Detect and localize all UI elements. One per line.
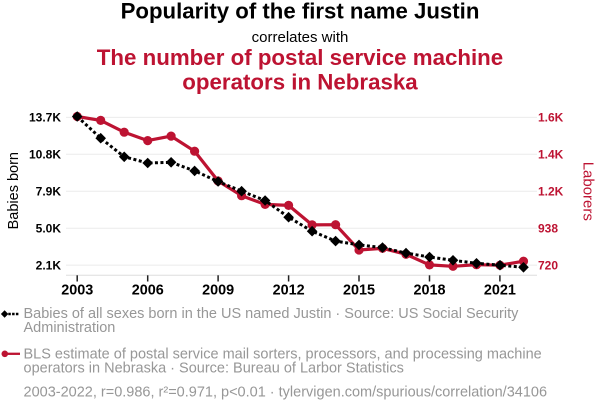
svg-text:2018: 2018 [413, 283, 445, 299]
svg-text:2021: 2021 [484, 283, 516, 299]
svg-text:5.0K: 5.0K [36, 222, 62, 236]
svg-text:Popularity of the first name J: Popularity of the first name Justin [121, 0, 480, 24]
svg-text:2003: 2003 [61, 283, 93, 299]
svg-text:1.6K: 1.6K [538, 111, 564, 125]
svg-text:10.8K: 10.8K [29, 148, 61, 162]
svg-text:2.1K: 2.1K [36, 258, 62, 272]
svg-text:720: 720 [538, 258, 558, 272]
svg-text:2006: 2006 [132, 283, 164, 299]
svg-text:Babies born: Babies born [6, 152, 22, 229]
svg-text:938: 938 [538, 222, 558, 236]
svg-text:7.9K: 7.9K [36, 185, 62, 199]
svg-text:operators in Nebraska · Source: operators in Nebraska · Source: Bureau o… [24, 361, 404, 377]
svg-text:13.7K: 13.7K [29, 111, 61, 125]
svg-text:Babies of all sexes born in th: Babies of all sexes born in the US named… [24, 306, 520, 322]
svg-text:BLS estimate of postal service: BLS estimate of postal service mail sort… [24, 347, 542, 363]
svg-text:The number of postal service m: The number of postal service machine [97, 45, 503, 70]
svg-text:2009: 2009 [202, 283, 234, 299]
svg-text:2015: 2015 [343, 283, 375, 299]
svg-text:operators in Nebraska: operators in Nebraska [182, 69, 418, 94]
svg-text:1.4K: 1.4K [538, 148, 564, 162]
svg-text:Laborers: Laborers [580, 162, 597, 221]
svg-text:Administration: Administration [24, 320, 116, 336]
svg-text:2003-2022, r=0.986, r²=0.971,: 2003-2022, r=0.986, r²=0.971, p<0.01 · t… [24, 385, 548, 401]
svg-text:correlates with: correlates with [252, 29, 349, 46]
svg-text:2012: 2012 [273, 283, 305, 299]
svg-text:1.2K: 1.2K [538, 185, 564, 199]
